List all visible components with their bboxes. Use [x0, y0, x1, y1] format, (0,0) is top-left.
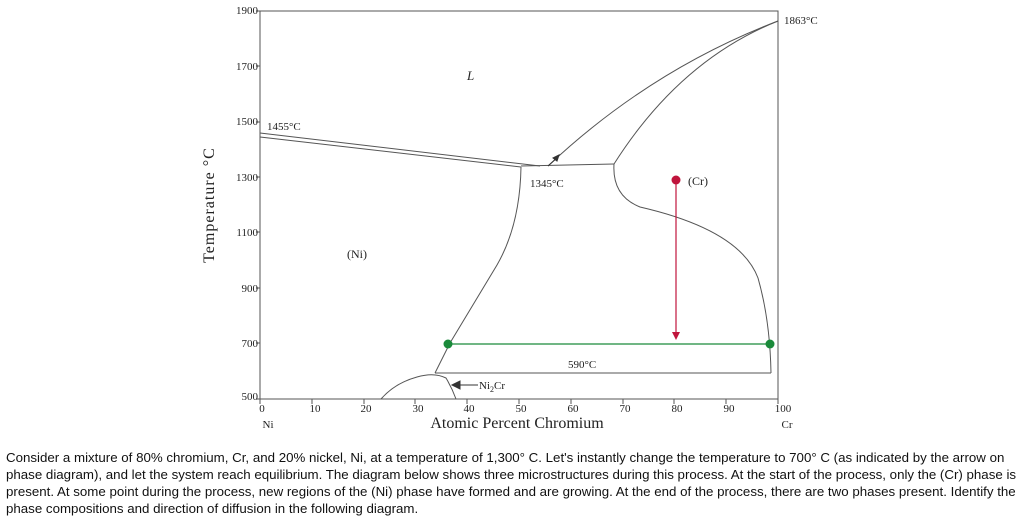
- x-tick-label: 90: [724, 403, 736, 415]
- liquidus-cr-side: [547, 20, 779, 167]
- x-tick-label: 70: [620, 403, 632, 415]
- question-caption: Consider a mixture of 80% chromium, Cr, …: [6, 450, 1017, 516]
- liquidus-ni-side: [259, 132, 541, 167]
- ordering-temperature-label: 590°C: [568, 359, 596, 371]
- ni-solvus: [434, 166, 522, 374]
- ni2cr-subscript: 2: [490, 385, 494, 394]
- x-tick-label: 80: [672, 403, 684, 415]
- x-tick-labels: 0 10 20 30 40 50 60 70 80 90 100: [259, 403, 792, 415]
- ni2cr-label: Ni2Cr: [479, 380, 505, 394]
- y-tick-label: 1300: [236, 172, 259, 184]
- ni-melting-label: 1455°C: [267, 121, 301, 133]
- x-tick-label: 100: [775, 403, 792, 415]
- x-axis-ticks: [259, 399, 779, 404]
- y-tick-label: 700: [242, 338, 259, 350]
- solidus-cr-side: [613, 20, 779, 165]
- plot-frame: [259, 10, 779, 400]
- ni2cr-cr: Cr: [494, 380, 505, 392]
- ni2cr-ni: Ni: [479, 380, 490, 392]
- y-tick-labels: 1900 1700 1500 1300 1100 900 700 500: [236, 5, 259, 403]
- y-tick-label: 900: [242, 283, 259, 295]
- x-tick-label: 50: [516, 403, 528, 415]
- x-tick-label: 30: [413, 403, 425, 415]
- x-right-element-label: Cr: [782, 419, 793, 431]
- tie-line-cr-end-marker: [765, 339, 775, 349]
- ni2cr-dome: [380, 374, 457, 400]
- y-tick-label: 1900: [236, 5, 259, 17]
- cr-solvus: [613, 163, 772, 374]
- tie-line-ni-end-marker: [443, 339, 453, 349]
- cr-melting-label: 1863°C: [784, 15, 818, 27]
- y-axis-label: Temperature °C: [201, 147, 218, 263]
- y-tick-label: 500: [242, 391, 259, 403]
- x-tick-label: 0: [259, 403, 265, 415]
- eutectic-line: [520, 163, 615, 167]
- phase-diagram: 1900 1700 1500 1300 1100 900 700 500 0 1…: [201, 5, 818, 432]
- quench-arrow: [671, 175, 681, 340]
- tie-line: [443, 339, 775, 349]
- y-tick-label: 1500: [236, 116, 259, 128]
- liquid-region-label: L: [466, 68, 474, 83]
- y-tick-label: 1700: [236, 61, 259, 73]
- y-axis-ticks: [256, 10, 260, 400]
- x-left-element-label: Ni: [263, 419, 274, 431]
- start-point-marker: [671, 175, 681, 185]
- x-axis-label: Atomic Percent Chromium: [430, 415, 604, 432]
- x-tick-label: 60: [568, 403, 580, 415]
- quench-arrowhead: [672, 332, 680, 340]
- x-tick-label: 20: [361, 403, 373, 415]
- cr-phase-label: (Cr): [688, 174, 708, 188]
- phase-boundaries: [259, 11, 779, 400]
- eutectic-label: 1345°C: [530, 178, 564, 190]
- pointer-arrows: [450, 154, 560, 390]
- x-tick-label: 40: [464, 403, 476, 415]
- ni-phase-label: (Ni): [347, 247, 367, 261]
- solidus-ni-side: [259, 136, 522, 168]
- x-tick-label: 10: [310, 403, 322, 415]
- y-tick-label: 1100: [236, 227, 258, 239]
